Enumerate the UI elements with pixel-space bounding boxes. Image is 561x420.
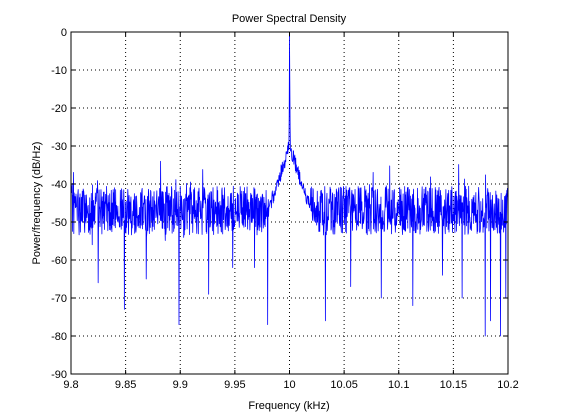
x-tick-label: 10.05	[330, 379, 358, 391]
chart-title: Power Spectral Density	[232, 13, 347, 25]
series-layer	[70, 35, 509, 337]
y-tick-label: 0	[61, 27, 67, 39]
x-tick-label: 9.85	[115, 379, 136, 391]
y-tick-label: -20	[51, 103, 67, 115]
y-tick-label: -80	[51, 331, 67, 343]
y-tick-label: -90	[51, 369, 67, 381]
y-tick-label: -50	[51, 217, 67, 229]
y-tick-label: -60	[51, 255, 67, 267]
x-tick-label: 10.1	[388, 379, 409, 391]
y-tick-label: -30	[51, 141, 67, 153]
tick-labels: 9.8 9.85 9.9 9.95 10 10.05 10.1 10.15 10.2 0 -10 -2…	[51, 27, 519, 391]
x-tick-label: 10	[283, 379, 295, 391]
axes-frame	[70, 31, 509, 375]
psd-series-line	[70, 35, 509, 337]
y-tick-label: -40	[51, 179, 67, 191]
x-axis-label: Frequency (kHz)	[248, 400, 329, 412]
x-tick-label: 9.9	[173, 379, 188, 391]
x-tick-label: 10.15	[440, 379, 468, 391]
x-tick-label: 9.8	[63, 379, 78, 391]
y-tick-label: -10	[51, 65, 67, 77]
y-tick-label: -70	[51, 293, 67, 305]
x-tick-label: 9.95	[224, 379, 245, 391]
x-tick-label: 10.2	[497, 379, 518, 391]
y-axis-label: Power/frequency (dB/Hz)	[31, 142, 43, 265]
